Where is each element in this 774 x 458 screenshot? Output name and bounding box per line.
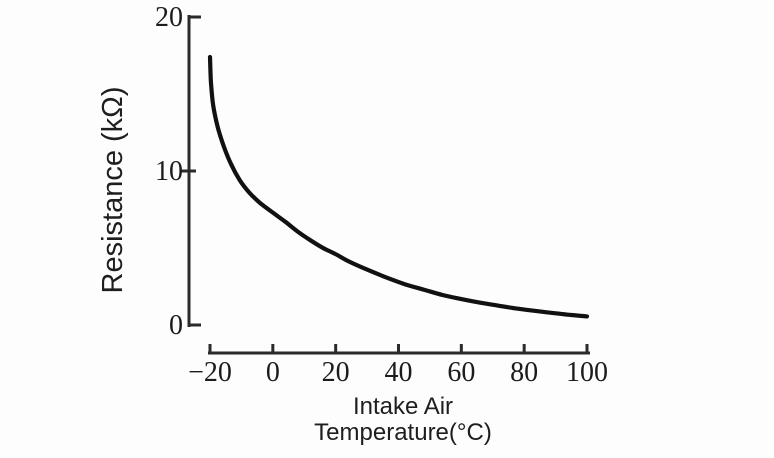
x-axis-title-line1: Intake Air — [353, 393, 453, 420]
x-tick-label: 80 — [510, 357, 538, 388]
y-tick-label: 20 — [155, 2, 183, 33]
y-axis-title: Resistance (kΩ) — [97, 86, 129, 293]
x-tick-label: 60 — [447, 357, 475, 388]
x-tick-label: 100 — [566, 357, 608, 388]
x-axis: −20 0 20 40 60 80 100 — [188, 344, 608, 388]
x-tick-label: 20 — [322, 357, 350, 388]
x-tick-label: −20 — [188, 357, 232, 388]
y-tick-label: 0 — [169, 310, 183, 341]
x-tick-label: 0 — [266, 357, 280, 388]
y-axis: 0 10 20 — [155, 2, 201, 341]
y-tick-label: 10 — [155, 156, 183, 187]
x-axis-title-line2: Temperature(°C) — [314, 419, 492, 446]
x-tick-label: 40 — [385, 357, 413, 388]
resistance-curve — [207, 54, 590, 319]
